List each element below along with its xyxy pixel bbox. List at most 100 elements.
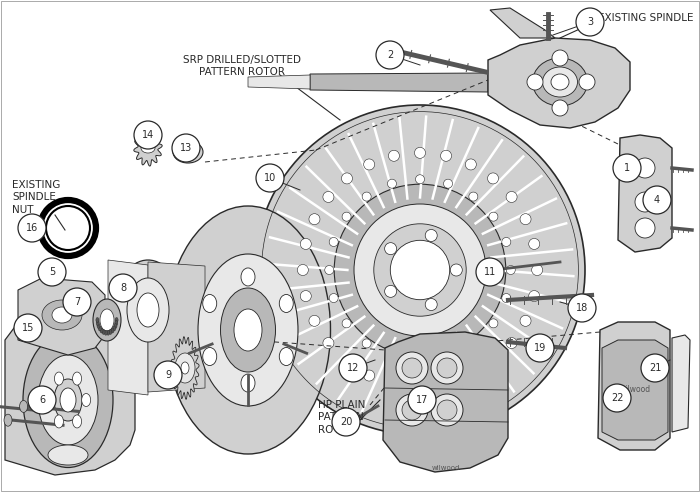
Circle shape xyxy=(568,294,596,322)
Circle shape xyxy=(342,416,354,428)
Text: 10: 10 xyxy=(264,173,276,183)
Ellipse shape xyxy=(20,400,27,412)
Ellipse shape xyxy=(97,323,100,329)
Circle shape xyxy=(440,379,452,390)
Ellipse shape xyxy=(113,326,116,331)
Circle shape xyxy=(134,121,162,149)
Circle shape xyxy=(342,173,353,184)
Circle shape xyxy=(339,354,367,382)
Ellipse shape xyxy=(551,74,569,90)
Text: 21: 21 xyxy=(649,363,661,373)
Text: 11: 11 xyxy=(484,267,496,277)
Ellipse shape xyxy=(46,394,55,406)
Ellipse shape xyxy=(111,328,114,333)
Text: 7: 7 xyxy=(74,297,80,307)
Ellipse shape xyxy=(96,321,99,326)
Polygon shape xyxy=(310,73,488,92)
Circle shape xyxy=(506,191,517,203)
Circle shape xyxy=(469,339,478,348)
Circle shape xyxy=(603,384,631,412)
Circle shape xyxy=(14,314,42,342)
Circle shape xyxy=(437,358,457,378)
Circle shape xyxy=(502,294,511,303)
Circle shape xyxy=(466,370,476,381)
Circle shape xyxy=(384,285,397,297)
Ellipse shape xyxy=(220,288,276,372)
Circle shape xyxy=(502,238,511,246)
Circle shape xyxy=(389,150,400,161)
Text: 18: 18 xyxy=(576,303,588,313)
Circle shape xyxy=(444,352,452,361)
Ellipse shape xyxy=(93,299,121,341)
Circle shape xyxy=(63,288,91,316)
Circle shape xyxy=(643,186,671,214)
Circle shape xyxy=(416,175,424,184)
Polygon shape xyxy=(490,8,555,38)
Circle shape xyxy=(342,212,351,221)
Circle shape xyxy=(172,134,200,162)
Circle shape xyxy=(613,154,641,182)
Ellipse shape xyxy=(100,328,103,333)
Circle shape xyxy=(576,8,604,36)
Text: wilwood: wilwood xyxy=(432,465,460,471)
Text: 17: 17 xyxy=(416,395,428,405)
Text: EXISTING SPINDLE: EXISTING SPINDLE xyxy=(598,13,694,23)
Ellipse shape xyxy=(38,355,98,445)
Text: 13: 13 xyxy=(180,143,192,153)
Ellipse shape xyxy=(137,293,159,327)
Ellipse shape xyxy=(141,143,155,153)
Circle shape xyxy=(300,291,312,302)
Circle shape xyxy=(300,239,312,249)
Circle shape xyxy=(487,356,498,367)
Ellipse shape xyxy=(106,330,110,335)
Ellipse shape xyxy=(96,317,99,322)
Ellipse shape xyxy=(4,414,12,426)
Circle shape xyxy=(256,164,284,192)
Ellipse shape xyxy=(42,300,82,330)
Ellipse shape xyxy=(109,330,112,335)
Circle shape xyxy=(402,358,422,378)
Ellipse shape xyxy=(203,295,217,312)
Circle shape xyxy=(388,179,396,188)
Ellipse shape xyxy=(533,58,587,106)
Circle shape xyxy=(431,352,463,384)
Ellipse shape xyxy=(279,347,293,366)
Circle shape xyxy=(414,147,426,158)
Ellipse shape xyxy=(114,323,117,329)
Circle shape xyxy=(374,224,466,316)
Ellipse shape xyxy=(82,394,91,406)
Circle shape xyxy=(334,184,506,356)
Circle shape xyxy=(376,41,404,69)
Circle shape xyxy=(329,294,338,303)
Circle shape xyxy=(552,100,568,116)
Circle shape xyxy=(396,394,428,426)
Text: 2: 2 xyxy=(387,50,393,60)
Circle shape xyxy=(489,319,498,328)
Text: 22: 22 xyxy=(610,393,623,403)
Circle shape xyxy=(389,379,400,390)
Circle shape xyxy=(520,214,531,225)
Ellipse shape xyxy=(104,330,107,335)
Ellipse shape xyxy=(60,388,76,412)
Circle shape xyxy=(425,229,438,242)
Ellipse shape xyxy=(54,379,82,421)
Ellipse shape xyxy=(198,254,298,406)
Circle shape xyxy=(384,243,397,255)
Circle shape xyxy=(364,370,374,381)
Circle shape xyxy=(391,240,449,300)
Polygon shape xyxy=(248,75,310,89)
Circle shape xyxy=(476,258,504,286)
Circle shape xyxy=(325,266,334,275)
Text: HP PLAIN
PATTERN
ROTOR: HP PLAIN PATTERN ROTOR xyxy=(318,400,365,435)
Circle shape xyxy=(506,338,517,348)
Polygon shape xyxy=(108,260,148,395)
Ellipse shape xyxy=(98,326,102,331)
Ellipse shape xyxy=(241,374,255,392)
Circle shape xyxy=(309,214,320,225)
Circle shape xyxy=(388,352,396,361)
Circle shape xyxy=(309,315,320,326)
Text: 4: 4 xyxy=(654,195,660,205)
Circle shape xyxy=(641,354,669,382)
Polygon shape xyxy=(602,340,668,440)
Circle shape xyxy=(579,74,595,90)
